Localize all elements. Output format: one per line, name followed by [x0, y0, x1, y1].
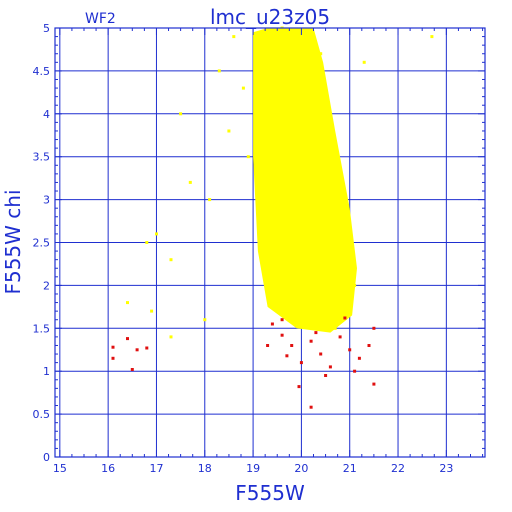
y-tick-label: 0: [43, 451, 50, 464]
data-point-yellow: [362, 60, 366, 64]
data-point-red: [290, 344, 294, 347]
y-tick-label: 4.5: [33, 65, 51, 78]
data-point-yellow: [188, 180, 192, 184]
data-point-yellow: [299, 112, 303, 116]
data-point-red: [348, 348, 352, 352]
data-point-yellow: [314, 206, 318, 210]
data-point-yellow: [150, 309, 154, 313]
data-point-red: [314, 331, 318, 335]
y-tick-label: 1.5: [33, 322, 51, 335]
data-point-red: [297, 385, 301, 389]
data-point-yellow: [179, 112, 183, 116]
data-point-yellow: [126, 301, 129, 305]
data-point-red: [126, 337, 129, 341]
data-point-red: [357, 356, 361, 360]
y-tick-label: 4: [43, 108, 50, 121]
data-point-yellow: [343, 241, 347, 244]
data-point-yellow: [430, 35, 434, 39]
data-point-red: [328, 365, 332, 369]
y-tick-label: 1: [43, 365, 50, 378]
data-point-red: [130, 368, 134, 371]
data-point-yellow: [261, 155, 265, 159]
data-point-red: [343, 316, 347, 320]
data-point-red: [309, 405, 313, 409]
data-point-yellow: [266, 30, 270, 34]
data-point-yellow: [145, 241, 149, 244]
y-tick-label: 2.5: [33, 237, 51, 250]
data-point-red: [324, 374, 328, 377]
y-tick-label: 0.5: [33, 408, 51, 421]
x-tick-label: 15: [53, 462, 67, 475]
data-point-yellow: [280, 241, 284, 244]
data-point-yellow: [299, 318, 303, 322]
x-tick-label: 21: [343, 462, 357, 475]
data-point-yellow: [203, 318, 207, 322]
data-point-yellow: [319, 52, 323, 56]
data-point-yellow: [254, 43, 257, 47]
y-tick-label: 5: [43, 22, 50, 35]
data-point-red: [372, 326, 376, 330]
data-point-yellow: [227, 129, 231, 133]
data-point-red: [299, 361, 303, 365]
axis-ticks: [55, 27, 485, 458]
x-tick-label: 18: [198, 462, 212, 475]
x-tick-labels: 15 16 17 18 19 20 21 22 23: [53, 462, 454, 475]
x-tick-label: 16: [101, 462, 115, 475]
data-points: [111, 26, 434, 409]
data-point-yellow: [333, 326, 337, 330]
data-point-yellow: [155, 232, 158, 236]
data-point-red: [145, 346, 149, 350]
x-tick-label: 17: [149, 462, 163, 475]
chart-title: lmc_u23z05: [210, 5, 330, 29]
data-point-red: [353, 369, 357, 373]
data-point-yellow: [169, 258, 173, 262]
data-point-red: [319, 352, 323, 356]
x-tick-label: 23: [439, 462, 453, 475]
x-tick-label: 20: [294, 462, 308, 475]
chart-subtitle: WF2: [85, 11, 116, 27]
data-point-yellow: [324, 129, 328, 133]
data-point-yellow: [217, 69, 221, 73]
data-point-red: [280, 333, 284, 337]
data-point-red: [280, 318, 284, 322]
y-tick-label: 3: [43, 194, 50, 207]
data-point-yellow: [241, 86, 245, 90]
data-point-yellow: [304, 35, 308, 39]
data-point-red: [266, 344, 270, 347]
data-point-red: [111, 356, 115, 360]
y-axis-label: F555W chi: [1, 189, 25, 294]
data-point-yellow: [246, 155, 250, 159]
data-point-red: [270, 322, 274, 326]
data-point-yellow: [275, 283, 279, 287]
data-point-red: [309, 339, 313, 343]
data-point-yellow: [232, 35, 236, 39]
y-tick-label: 2: [43, 279, 50, 292]
x-axis-label: F555W: [235, 481, 305, 505]
dense-star-region: [253, 28, 357, 333]
data-point-red: [111, 345, 115, 349]
y-tick-labels: 0 0.5 1 1.5 2 2.5 3 3.5 4 4.5 5: [33, 22, 51, 464]
x-tick-label: 19: [246, 462, 260, 475]
data-point-red: [285, 354, 289, 358]
data-point-red: [338, 335, 342, 339]
data-point-red: [367, 344, 371, 347]
data-point-yellow: [270, 198, 274, 202]
data-point-yellow: [353, 283, 357, 287]
data-point-yellow: [295, 69, 299, 73]
y-tick-label: 3.5: [33, 151, 51, 164]
data-point-red: [135, 348, 139, 352]
data-point-yellow: [338, 180, 342, 184]
data-point-yellow: [208, 198, 212, 202]
x-tick-label: 22: [391, 462, 405, 475]
data-point-yellow: [169, 335, 173, 339]
data-point-red: [372, 382, 376, 386]
